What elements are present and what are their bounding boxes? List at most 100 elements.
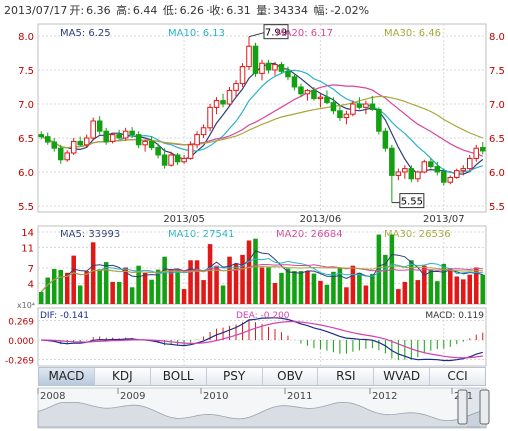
volume-ma-line <box>40 257 483 293</box>
low-marker-label: 5.55 <box>401 197 423 208</box>
candle-body <box>369 103 376 110</box>
volume-bar <box>428 270 434 304</box>
volume-bar <box>363 285 369 304</box>
volume-bar <box>116 281 122 304</box>
candle-body <box>44 136 51 143</box>
volume-bar <box>77 285 83 304</box>
price-tick-right: 5.5 <box>489 202 505 213</box>
tab-kdj[interactable]: KDJ <box>95 368 151 385</box>
volume-bar <box>90 242 96 304</box>
volume-bar <box>259 267 265 304</box>
volume-bar <box>162 256 167 304</box>
volume-bar <box>188 260 193 304</box>
tab-obv[interactable]: OBV <box>263 368 319 385</box>
candle-body <box>148 140 155 149</box>
price-tick-left: 7.0 <box>18 100 34 111</box>
candle-body <box>350 103 356 115</box>
volume-bar <box>64 272 70 304</box>
candle-body <box>434 166 441 173</box>
volume-tick: 11 <box>21 243 34 254</box>
candle-body <box>259 62 265 74</box>
candle-body <box>421 161 428 173</box>
candle-body <box>415 171 421 180</box>
volume-bar <box>350 265 356 304</box>
price-tick-left: 5.5 <box>18 202 34 213</box>
candle-body <box>246 45 252 68</box>
timeline-left-handle[interactable] <box>457 389 468 425</box>
candle-body <box>330 102 337 112</box>
volume-bar <box>473 267 479 304</box>
tab-psy[interactable]: PSY <box>207 368 263 385</box>
candle-body <box>441 171 447 183</box>
volume-label: 量: <box>256 4 271 17</box>
close-value: 6.31 <box>226 4 251 17</box>
candle-body <box>109 134 116 142</box>
volume-ma-legend: MA5: 33993 <box>60 229 120 240</box>
volume-bar <box>71 255 76 304</box>
candle-body <box>298 86 304 95</box>
price-tick-left: 7.5 <box>18 66 34 77</box>
x-tick-label: 2013/07 <box>423 214 465 225</box>
volume-bar <box>396 289 401 304</box>
candle-body <box>70 140 77 154</box>
candle-body <box>239 66 246 85</box>
price-ma-legend: MA10: 6.13 <box>168 28 225 39</box>
volume-bar <box>168 269 174 304</box>
volume-ma-legend: MA30: 26536 <box>384 229 451 240</box>
volume-bar <box>435 281 440 304</box>
price-tick-left: 6.0 <box>18 168 34 179</box>
volume-bar <box>136 265 141 304</box>
volume-bar <box>370 273 375 304</box>
volume-bar <box>318 280 323 304</box>
volume-bar <box>38 291 44 304</box>
volume-bar <box>201 280 206 304</box>
volume-bar <box>207 244 213 304</box>
candle-body <box>395 171 402 176</box>
high-marker-box <box>263 24 289 40</box>
volume-bar <box>279 272 284 304</box>
candle-body <box>285 70 291 78</box>
quote-date: 2013/07/17 <box>4 4 68 17</box>
timeline-year-label: 2008 <box>40 391 65 402</box>
volume-tick: 7 <box>28 264 34 275</box>
candle-body <box>272 64 278 71</box>
candle-body <box>135 134 142 146</box>
candle-body <box>479 147 486 152</box>
macd-tick: 0.000 <box>8 337 34 347</box>
volume-bar <box>214 265 219 304</box>
candle-body <box>116 134 122 139</box>
volume-bar <box>376 234 382 304</box>
volume-bar <box>97 269 102 304</box>
close-label: ·收: <box>206 4 225 17</box>
candle-body <box>194 134 200 146</box>
volume-bar <box>383 254 388 304</box>
tab-wvad[interactable]: WVAD <box>374 368 431 385</box>
tab-macd[interactable]: MACD <box>39 368 95 385</box>
price-tick-left: 8.0 <box>18 32 34 43</box>
tab-cci[interactable]: CCI <box>447 369 468 383</box>
timeline-year-label: 2009 <box>120 391 145 402</box>
timeline-right-handle[interactable] <box>479 389 490 425</box>
price-ma-legend: MA20: 6.17 <box>276 28 333 39</box>
candle-body <box>161 154 168 166</box>
timeline-year-label: 2012 <box>372 391 397 402</box>
volume-bar <box>467 274 473 304</box>
candle-body <box>460 168 467 172</box>
dif-line <box>41 317 483 362</box>
volume-bar <box>344 287 349 304</box>
tab-rsi[interactable]: RSI <box>318 368 375 385</box>
volume-bar <box>285 268 291 304</box>
high-value: 6.44 <box>132 4 158 17</box>
volume-bar <box>227 256 232 304</box>
volume-bar <box>454 276 460 304</box>
volume-bar <box>461 279 466 304</box>
dea-legend: DEA: -0.200 <box>236 311 290 321</box>
tab-boll[interactable]: BOLL <box>151 368 207 385</box>
volume-bar <box>175 269 180 304</box>
volume-bar <box>84 271 89 304</box>
candle-body <box>447 176 454 183</box>
candle-body <box>466 157 473 170</box>
candle-body <box>213 100 220 108</box>
candle-body <box>324 96 330 104</box>
